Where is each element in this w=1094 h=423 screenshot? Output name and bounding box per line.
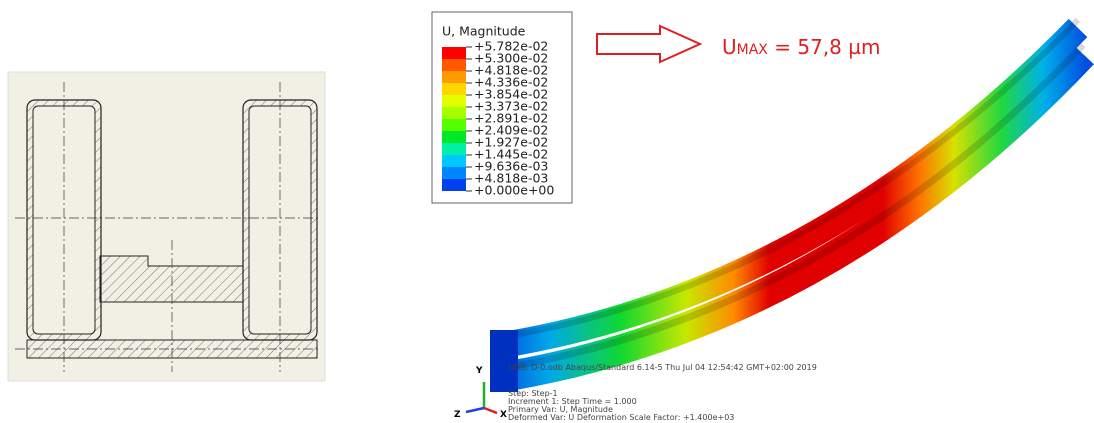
legend: U, Magnitude +5.782e-02+5.300e-02+4.818e… <box>432 12 572 203</box>
legend-swatch <box>442 83 466 95</box>
legend-swatch <box>442 107 466 119</box>
legend-swatch <box>442 143 466 155</box>
legend-swatch <box>442 167 466 179</box>
arrow <box>597 26 700 62</box>
figure: UMAX = 57,8 µm U, Magnitude +5.782e-02+5… <box>0 0 1094 423</box>
legend-swatch <box>442 131 466 143</box>
legend-swatch <box>442 119 466 131</box>
legend-swatch <box>442 179 466 191</box>
cross-section <box>8 72 325 381</box>
legend-label: +0.000e+00 <box>474 183 554 198</box>
legend-swatch <box>442 59 466 71</box>
axis-z: Z <box>454 410 461 420</box>
legend-swatch <box>442 95 466 107</box>
legend-swatch <box>442 155 466 167</box>
footer-line: Deformed Var: U Deformation Scale Factor… <box>508 413 734 422</box>
legend-swatch <box>442 71 466 83</box>
axis-y: Y <box>475 366 483 376</box>
annotation: UMAX = 57,8 µm <box>722 35 880 59</box>
footer: ODB: D-0.odb Abaqus/Standard 6.14-5 Thu … <box>508 363 817 422</box>
legend-title: U, Magnitude <box>442 24 526 39</box>
legend-swatch <box>442 47 466 59</box>
axis-x: X <box>500 410 507 420</box>
footer-line: ODB: D-0.odb Abaqus/Standard 6.14-5 Thu … <box>508 363 817 372</box>
fem-beam <box>490 20 1083 392</box>
